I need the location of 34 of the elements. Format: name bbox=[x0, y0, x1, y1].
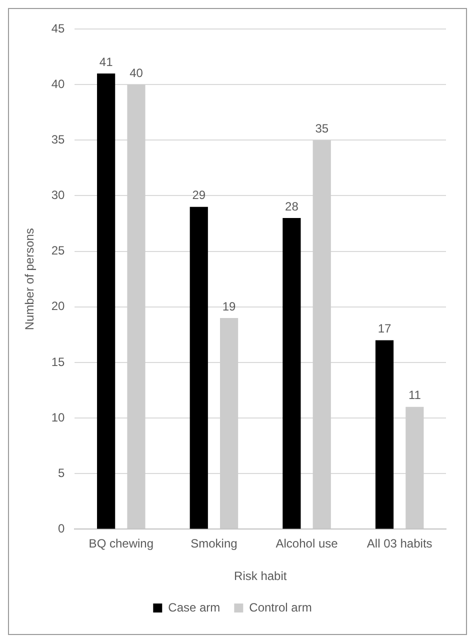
y-tick-label: 5 bbox=[58, 466, 66, 480]
data-label: 17 bbox=[378, 322, 392, 336]
x-tick-label: BQ chewing bbox=[88, 536, 154, 551]
x-tick-label: Alcohol use bbox=[276, 536, 338, 551]
y-tick-label: 10 bbox=[51, 410, 66, 424]
x-axis-title: Risk habit bbox=[234, 569, 288, 584]
data-label: 41 bbox=[99, 54, 114, 69]
bar bbox=[220, 318, 238, 529]
bar bbox=[190, 206, 208, 529]
data-label: 40 bbox=[130, 66, 144, 80]
y-tick-label: 30 bbox=[51, 188, 66, 202]
y-tick-label: 20 bbox=[51, 299, 66, 314]
bar bbox=[282, 218, 301, 529]
x-tick-label: All 03 habits bbox=[366, 536, 432, 551]
y-tick-label: 0 bbox=[58, 522, 66, 536]
bar bbox=[127, 84, 146, 529]
bar bbox=[312, 140, 331, 529]
y-axis-title: Number of persons bbox=[22, 228, 37, 330]
data-label: 35 bbox=[315, 121, 329, 136]
bar bbox=[375, 340, 394, 529]
x-tick-label: Smoking bbox=[190, 536, 238, 551]
y-tick-label: 45 bbox=[51, 21, 66, 36]
legend-label: Control arm bbox=[249, 600, 312, 614]
y-tick-label: 35 bbox=[51, 132, 66, 146]
data-label: 11 bbox=[408, 388, 422, 402]
y-tick-label: 15 bbox=[51, 354, 66, 369]
bar bbox=[406, 406, 424, 529]
data-label: 29 bbox=[192, 188, 206, 202]
legend-label: Case arm bbox=[168, 600, 220, 614]
y-tick-label: 40 bbox=[51, 76, 66, 91]
data-label: 28 bbox=[285, 199, 299, 214]
y-tick-label: 25 bbox=[51, 244, 66, 258]
bar bbox=[97, 73, 116, 529]
data-label: 19 bbox=[222, 299, 236, 314]
